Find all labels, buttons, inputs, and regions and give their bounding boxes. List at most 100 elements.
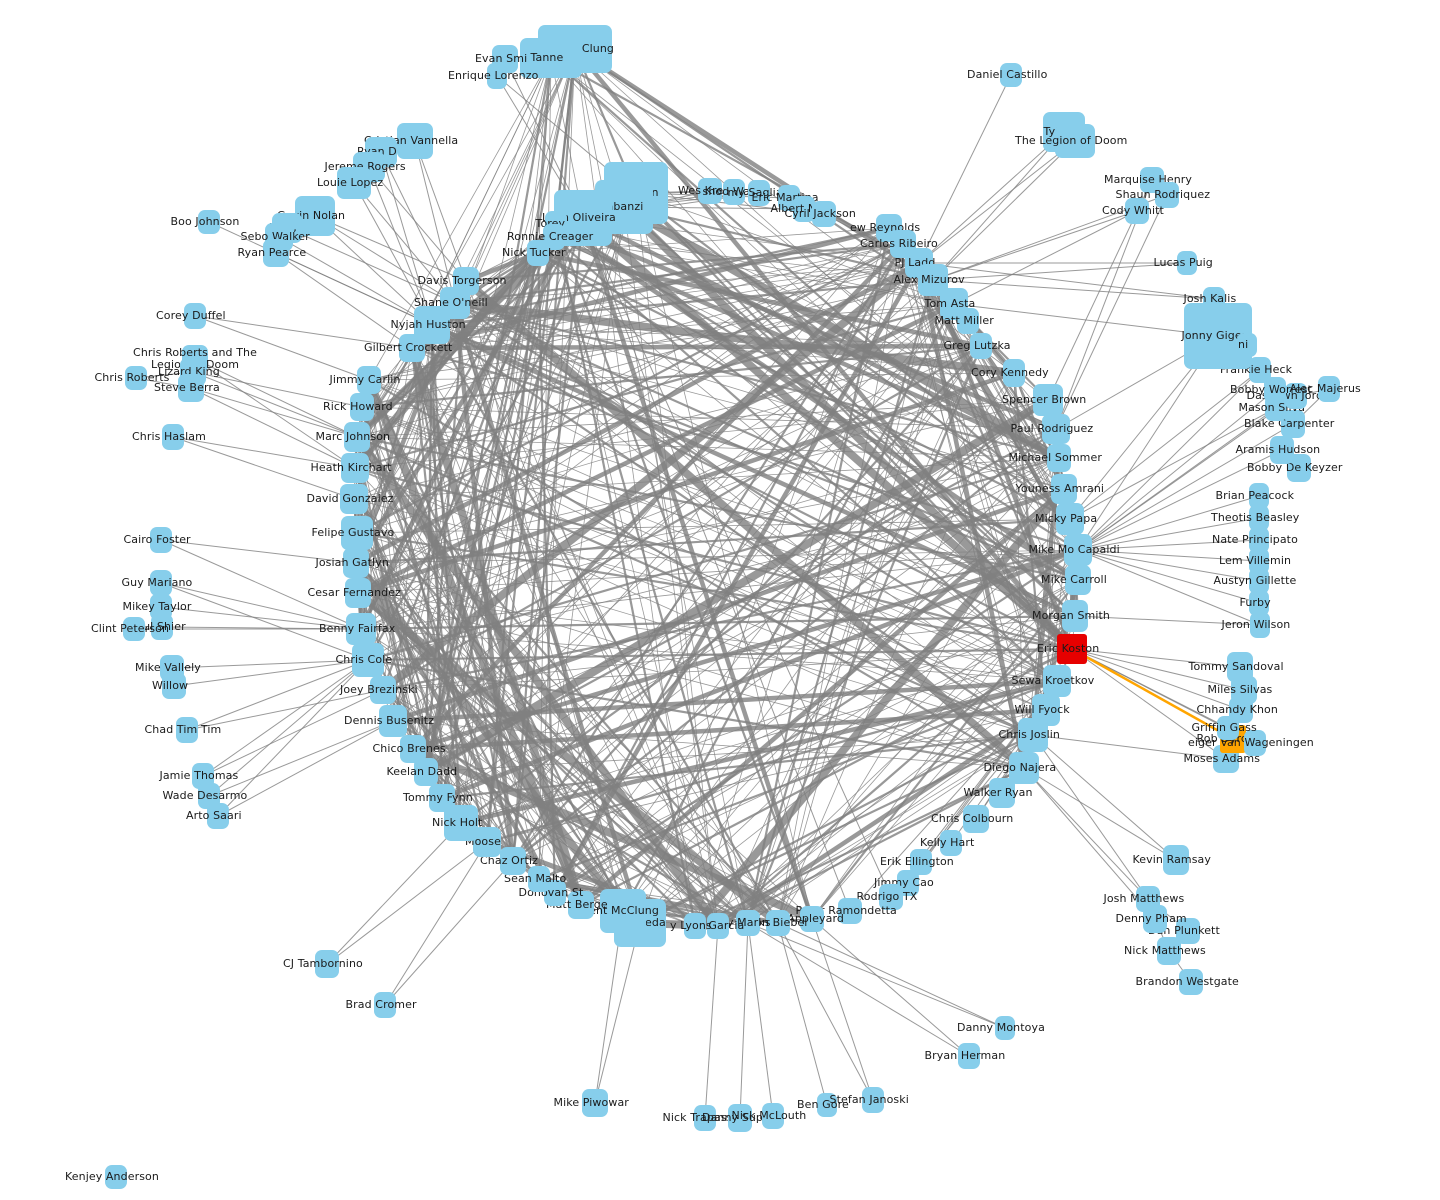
graph-node-jimmy-carlin[interactable] (357, 366, 381, 394)
graph-node-ty-lyons[interactable] (684, 913, 706, 939)
graph-node-paul-shier[interactable] (151, 614, 173, 640)
graph-node-morgan-smith[interactable] (1062, 600, 1088, 632)
graph-node-david-gonzalez[interactable] (340, 484, 368, 514)
graph-node-mike-mo-capaldi[interactable] (1064, 534, 1092, 566)
graph-node-danny-garcia[interactable] (707, 913, 729, 939)
graph-node-amrani-2[interactable] (1237, 333, 1257, 357)
graph-node-mike-piwowar[interactable] (582, 1089, 608, 1117)
graph-node-nick-mclouth[interactable] (762, 1103, 784, 1129)
graph-node-josh-kalis[interactable] (1203, 287, 1225, 311)
graph-node-dan-plunkett[interactable] (1176, 918, 1200, 944)
graph-node-brandon-biebel[interactable] (766, 910, 790, 936)
graph-node-jimmy-saglia[interactable] (748, 180, 770, 206)
graph-node-kelly-hart[interactable] (940, 830, 962, 856)
graph-node-sean-malto[interactable] (528, 866, 550, 892)
graph-node-frankie-heck[interactable] (1249, 357, 1271, 383)
graph-node-cj-tambornino[interactable] (315, 950, 339, 978)
graph-node-sewa-kroetkov[interactable] (1043, 665, 1071, 697)
graph-node-arto-saari[interactable] (207, 803, 229, 829)
graph-node-steve-berra[interactable] (178, 374, 204, 402)
graph-node-tommy-fynn[interactable] (429, 784, 455, 812)
graph-node-legion-of-doom[interactable] (1055, 124, 1095, 158)
graph-node-paul-rodriguez[interactable] (1042, 414, 1070, 444)
graph-node-chaz-ortiz[interactable] (500, 847, 526, 875)
graph-node-ben-gore[interactable] (817, 1093, 837, 1117)
graph-node-peter-ramondetta[interactable] (838, 898, 862, 924)
graph-node-brandon-westgate[interactable] (1179, 969, 1203, 995)
graph-node-cristian-vannella[interactable] (397, 123, 433, 159)
graph-node-chris-colbourn[interactable] (963, 805, 989, 833)
graph-node-austyn-gillette[interactable] (1249, 568, 1269, 594)
graph-node-tanner[interactable] (520, 38, 582, 78)
graph-node-spencer-brown[interactable] (1033, 384, 1063, 416)
graph-node-clint-peterson[interactable] (123, 617, 145, 641)
graph-node-corey-duffel[interactable] (184, 303, 206, 329)
graph-node-chris-joslin[interactable] (1018, 718, 1048, 752)
graph-node-nate-principato[interactable] (1249, 527, 1269, 553)
graph-node-danny-montoya[interactable] (995, 1016, 1015, 1040)
graph-node-trent-mcclung[interactable] (600, 889, 646, 933)
graph-node-rodrigo-tx[interactable] (879, 884, 903, 910)
graph-node-marc-johnson[interactable] (344, 422, 370, 452)
graph-node-chad-tim-tim[interactable] (176, 717, 198, 743)
graph-node-shaun-rodriquez[interactable] (1155, 182, 1179, 208)
graph-node-chris-cole[interactable] (352, 643, 384, 677)
graph-node-nick-trapasso[interactable] (694, 1105, 716, 1131)
graph-node-cory-kennedy[interactable] (1003, 359, 1025, 387)
graph-node-mike-carroll[interactable] (1065, 565, 1091, 595)
graph-node-chris-roberts[interactable] (125, 366, 147, 390)
graph-node-aramis-hudson[interactable] (1270, 436, 1294, 464)
graph-node-tommy-sandoval[interactable] (1227, 652, 1253, 682)
graph-node-guy-mariano[interactable] (150, 570, 172, 596)
graph-node-youness-amrani[interactable] (1051, 474, 1077, 504)
graph-node-kevin-ramsay[interactable] (1163, 845, 1189, 875)
graph-node-cesar-fernandez[interactable] (345, 578, 371, 608)
graph-node-erik-ellington[interactable] (910, 849, 932, 875)
graph-node-cody-whitt[interactable] (1125, 198, 1149, 224)
graph-node-rick-howard[interactable] (350, 393, 374, 421)
graph-node-josh-matthews[interactable] (1136, 886, 1160, 912)
graph-node-benny-fairfax[interactable] (346, 613, 376, 645)
graph-node-brad-cromer[interactable] (374, 992, 396, 1018)
graph-node-felipe-gustavo[interactable] (341, 516, 373, 550)
graph-node-mark-appleyard[interactable] (800, 906, 824, 932)
graph-node-albert-nyberg[interactable] (793, 196, 815, 222)
graph-node-bobby-worrest[interactable] (1264, 377, 1286, 403)
graph-node-diego-najera[interactable] (1009, 752, 1039, 784)
graph-node-lem-villemin[interactable] (1249, 548, 1269, 574)
graph-node-alec-majerus[interactable] (1318, 376, 1340, 402)
graph-node-chico-brenes[interactable] (400, 735, 426, 763)
graph-node-lucas-puig[interactable] (1177, 251, 1197, 275)
graph-node-bryan-herman[interactable] (958, 1043, 980, 1069)
graph-node-jeron-wilson[interactable] (1250, 612, 1270, 638)
graph-node-nick-tucker[interactable] (527, 240, 549, 266)
graph-node-josiah-gatlyn[interactable] (343, 548, 369, 578)
graph-node-theotis-beasley[interactable] (1249, 505, 1269, 531)
graph-node-matt-miller[interactable] (957, 308, 979, 334)
graph-node-ryan-pearce[interactable] (263, 239, 289, 267)
graph-node-heath-kirchart[interactable] (341, 453, 369, 483)
graph-node-wes-kremer[interactable] (698, 178, 722, 204)
graph-node-louie-lopez[interactable] (337, 167, 371, 199)
graph-node-matt-berger[interactable] (568, 891, 594, 919)
graph-node-michael-sommer[interactable] (1047, 444, 1071, 472)
graph-node-stefan-janoski[interactable] (862, 1087, 884, 1113)
graph-node-wade-desarmo[interactable] (198, 783, 220, 809)
graph-node-boo-johnson[interactable] (198, 210, 220, 234)
graph-node-greg-lutzka[interactable] (970, 333, 992, 359)
graph-node-mikey-taylor[interactable] (150, 594, 172, 620)
graph-node-daniel-castillo[interactable] (1000, 63, 1022, 87)
graph-node-furby[interactable] (1249, 590, 1269, 616)
graph-node-chris-haslam[interactable] (162, 424, 184, 450)
graph-node-dashawn-jordan[interactable] (1285, 383, 1307, 409)
graph-node-jamie-thomas[interactable] (192, 763, 214, 789)
graph-node-willow[interactable] (162, 673, 186, 699)
graph-node-geiger-van-wageningen[interactable] (1244, 730, 1266, 756)
graph-node-enrique-lorenzo[interactable] (487, 63, 507, 89)
graph-node-billy-marks[interactable] (736, 910, 760, 936)
graph-node-danny-supa[interactable] (728, 1104, 752, 1132)
graph-node-dennis-busenitz[interactable] (379, 705, 407, 737)
graph-node-davis-torgerson[interactable] (453, 267, 479, 295)
